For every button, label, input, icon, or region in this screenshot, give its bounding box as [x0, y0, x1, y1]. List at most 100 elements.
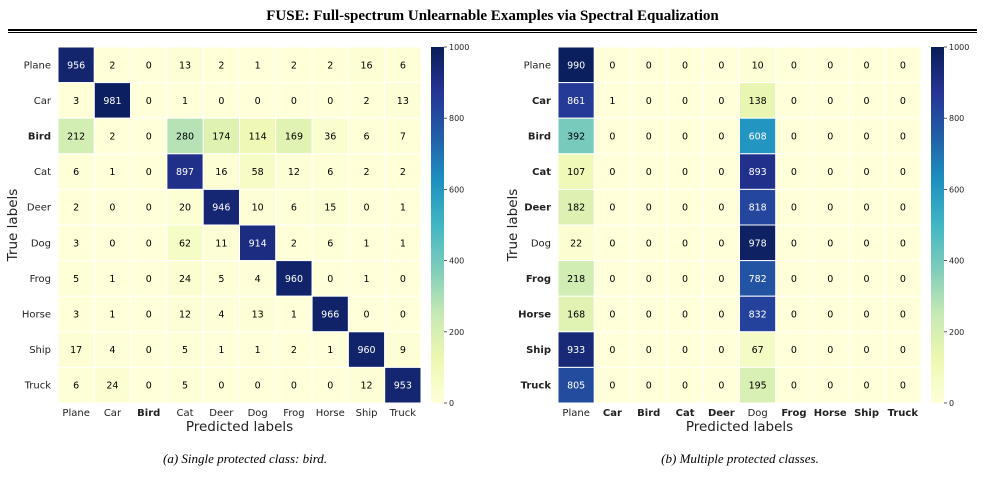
colorbar-tick-label: 1000 — [949, 43, 969, 52]
heatmap-cell — [775, 260, 813, 297]
heatmap-cell — [311, 260, 349, 297]
cell-value-label: 0 — [327, 381, 333, 392]
heatmap-cell — [166, 260, 204, 297]
colorbar-tick-label: 800 — [949, 114, 964, 123]
heatmap-cell — [811, 82, 849, 119]
cell-value-label: 978 — [749, 238, 767, 249]
heatmap-cell — [93, 366, 132, 404]
cell-value-label: 280 — [176, 132, 194, 143]
heatmap-cell — [775, 224, 813, 262]
heatmap-cell — [275, 117, 313, 155]
cell-value-label: 1 — [255, 345, 261, 356]
cell-value-label: 1 — [218, 345, 224, 356]
column-tick-label: Plane — [62, 408, 89, 419]
heatmap-cell — [739, 224, 777, 262]
cell-value-label: 0 — [609, 167, 615, 178]
cell-value-label: 0 — [827, 274, 833, 285]
cell-value-label: 10 — [752, 60, 764, 71]
row-tick-label: Ship — [29, 345, 51, 356]
heatmap-cell — [202, 188, 240, 226]
heatmap-cell — [775, 117, 813, 155]
cell-value-label: 0 — [900, 167, 906, 178]
column-tick-label: Cat — [177, 408, 194, 419]
cell-value-label: 0 — [827, 381, 833, 392]
heatmap-cell — [239, 295, 277, 333]
heatmap-cell — [630, 188, 668, 226]
heatmap-cell — [630, 295, 668, 333]
cell-value-label: 0 — [900, 203, 906, 214]
heatmap-cell — [739, 188, 777, 226]
column-tick-label: Frog — [781, 408, 806, 419]
row-tick-label: Dog — [31, 238, 51, 249]
cell-value-label: 0 — [609, 203, 615, 214]
cell-value-label: 0 — [255, 381, 261, 392]
heatmap-cell — [311, 188, 349, 226]
cell-value-label: 0 — [146, 274, 152, 285]
heatmap-cell — [557, 295, 595, 333]
cell-value-label: 1 — [400, 203, 406, 214]
cell-value-label: 114 — [249, 132, 267, 143]
heatmap-cell — [775, 295, 813, 333]
heatmap-cell — [93, 295, 132, 333]
cell-value-label: 893 — [749, 167, 767, 178]
heatmap-cell — [93, 331, 132, 368]
heatmap-cell — [557, 224, 595, 262]
cell-value-label: 5 — [182, 345, 188, 356]
cell-value-label: 0 — [791, 167, 797, 178]
cell-value-label: 0 — [146, 381, 152, 392]
column-tick-label: Ship — [356, 408, 378, 419]
cell-value-label: 0 — [364, 203, 370, 214]
cell-value-label: 0 — [718, 345, 724, 356]
cell-value-label: 3 — [73, 310, 79, 321]
cell-value-label: 0 — [864, 345, 870, 356]
cell-value-label: 0 — [791, 310, 797, 321]
heatmap-cell — [884, 295, 922, 333]
cell-value-label: 1 — [364, 238, 370, 249]
cell-value-label: 4 — [218, 310, 224, 321]
colorbar — [431, 47, 444, 403]
cell-value-label: 168 — [567, 310, 585, 321]
cell-value-label: 960 — [357, 345, 375, 356]
cell-value-label: 0 — [646, 60, 652, 71]
cell-value-label: 1 — [109, 274, 115, 285]
cell-value-label: 6 — [73, 167, 79, 178]
heatmap-cell — [775, 46, 813, 84]
heatmap-cell — [275, 260, 313, 297]
heatmap-cell — [275, 331, 313, 368]
cell-value-label: 0 — [646, 132, 652, 143]
cell-value-label: 0 — [609, 274, 615, 285]
cell-value-label: 3 — [73, 96, 79, 107]
cell-value-label: 0 — [146, 345, 152, 356]
column-tick-label: Bird — [137, 408, 160, 419]
heatmap-cell — [311, 117, 349, 155]
heatmap-cell — [557, 366, 595, 404]
row-tick-label: Cat — [34, 167, 51, 178]
cell-value-label: 0 — [718, 167, 724, 178]
row-tick-label: Dog — [531, 238, 551, 249]
colorbar-tick-label: 0 — [949, 399, 954, 408]
column-tick-label: Bird — [637, 408, 660, 419]
heatmap-cell — [775, 366, 813, 404]
cell-value-label: 1 — [182, 96, 188, 107]
cell-value-label: 953 — [394, 381, 412, 392]
row-tick-label: Horse — [518, 310, 551, 321]
cell-value-label: 6 — [327, 167, 333, 178]
cell-value-label: 1 — [327, 345, 333, 356]
column-tick-label: Horse — [814, 408, 847, 419]
heatmap-cell — [702, 82, 740, 119]
column-tick-label: Deer — [209, 408, 234, 419]
cell-value-label: 0 — [218, 96, 224, 107]
cell-value-label: 16 — [215, 167, 227, 178]
row-tick-label: Deer — [524, 203, 551, 214]
heatmap-cell — [702, 153, 740, 190]
cell-value-label: 0 — [400, 310, 406, 321]
row-tick-label: Car — [532, 96, 551, 107]
cell-value-label: 981 — [103, 96, 121, 107]
cell-value-label: 58 — [252, 167, 264, 178]
cell-value-label: 0 — [146, 132, 152, 143]
colorbar-tick-label: 600 — [449, 185, 464, 194]
cell-value-label: 1 — [400, 238, 406, 249]
heatmap-cell — [166, 295, 204, 333]
